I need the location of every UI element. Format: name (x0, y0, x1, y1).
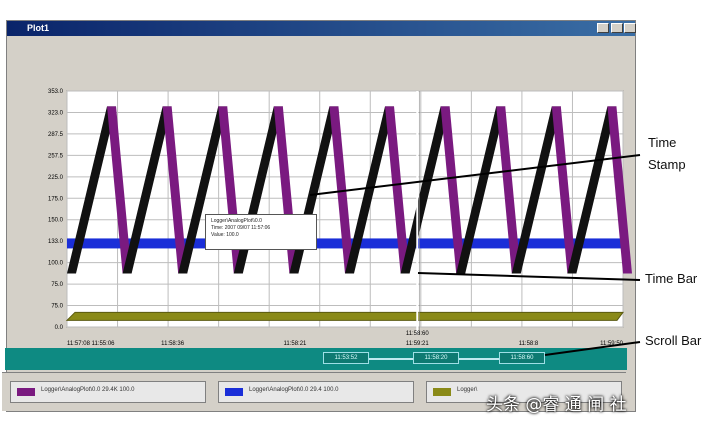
scroll-chip-end[interactable]: 11:58:60 (499, 352, 545, 364)
legend-swatch-2 (225, 388, 243, 396)
chart-svg[interactable]: 353.0 323.0 287.5 257.5 225.0 175.0 150.0 133.0… (9, 37, 633, 349)
tooltip-line-3: Value: 100.0 (211, 232, 239, 238)
y-tick-label: 150.0 (48, 218, 64, 224)
x-tick-label: 11:59:21 (406, 341, 430, 347)
legend-item-1[interactable]: Logger\AnalogPlot\0.0 29.4K 100.0 (10, 381, 206, 403)
x-tick-label: 11:59:50 (600, 341, 624, 347)
series-sawtooth-fall (162, 106, 188, 274)
time-bar-label: 11:58:60 (406, 331, 430, 337)
legend-swatch-1 (17, 388, 35, 396)
legend-item-2[interactable]: Logger\AnalogPlot\0.0 29.4 100.0 (218, 381, 414, 403)
x-tick-label: 11:58:8 (519, 341, 539, 347)
y-tick-label: 287.5 (48, 132, 64, 138)
legend-text-1: Logger\AnalogPlot\0.0 29.4K 100.0 (41, 387, 135, 393)
legend-row: Logger\AnalogPlot\0.0 29.4K 100.0 Logger… (2, 372, 626, 411)
y-tick-label: 225.0 (48, 175, 64, 181)
legend-text-2: Logger\AnalogPlot\0.0 29.4 100.0 (249, 387, 339, 393)
x-tick-label: 11:58:21 (283, 341, 307, 347)
time-bar-label: Time Bar (645, 271, 698, 286)
close-button[interactable] (624, 23, 636, 33)
series-sawtooth-rise (67, 106, 117, 274)
title-bar[interactable]: Plot1 (7, 21, 636, 36)
minimize-button[interactable] (597, 23, 609, 33)
scroll-bar[interactable]: 11:53:52 11:58:20 11:58:60 (5, 348, 627, 370)
x-tick-label: 11:57:08 11:55:06 (67, 341, 115, 347)
scroll-bar-label: Scroll Bar (645, 333, 702, 348)
plot-area[interactable]: 353.0 323.0 287.5 257.5 225.0 175.0 150.0 133.0… (9, 37, 633, 349)
series-sawtooth-rise (122, 106, 172, 274)
series-olive-band (65, 311, 624, 321)
legend-swatch-3 (433, 388, 451, 396)
tooltip-line-1: Logger\AnalogPlot\\0.0 (211, 218, 262, 224)
series-sawtooth-rise (178, 106, 228, 274)
watermark: 头条 @睿 通 闸 社 (486, 395, 627, 415)
scroll-chip-start[interactable]: 11:53:52 (323, 352, 369, 364)
y-tick-label: 75.0 (51, 282, 63, 288)
y-tick-label: 133.0 (48, 239, 64, 245)
y-tick-label: 257.5 (48, 153, 64, 159)
y-tick-label: 0.0 (55, 325, 64, 331)
y-tick-label: 100.0 (48, 261, 64, 267)
time-stamp-tooltip: Logger\AnalogPlot\\0.0 Time: 2007 09/07 … (205, 214, 317, 250)
legend-text-3: Logger\ (457, 387, 478, 393)
window-title: Plot1 (27, 23, 50, 33)
tooltip-line-2: Time: 2007 09/07 11:57:06 (211, 225, 271, 231)
series-sawtooth-fall (107, 106, 132, 274)
maximize-button[interactable] (611, 23, 623, 33)
y-tick-label: 175.0 (48, 196, 64, 202)
scroll-chip-middle[interactable]: 11:58:20 (413, 352, 459, 364)
y-tick-label: 75.0 (51, 304, 63, 310)
time-stamp-text: Time Stamp (648, 135, 686, 172)
x-tick-label: 11:58:36 (161, 341, 185, 347)
legend-item-3[interactable]: Logger\ (426, 381, 622, 403)
y-tick-label: 323.0 (48, 110, 64, 116)
time-stamp-label: Time Stamp (648, 132, 708, 176)
y-tick-label: 353.0 (48, 89, 64, 95)
